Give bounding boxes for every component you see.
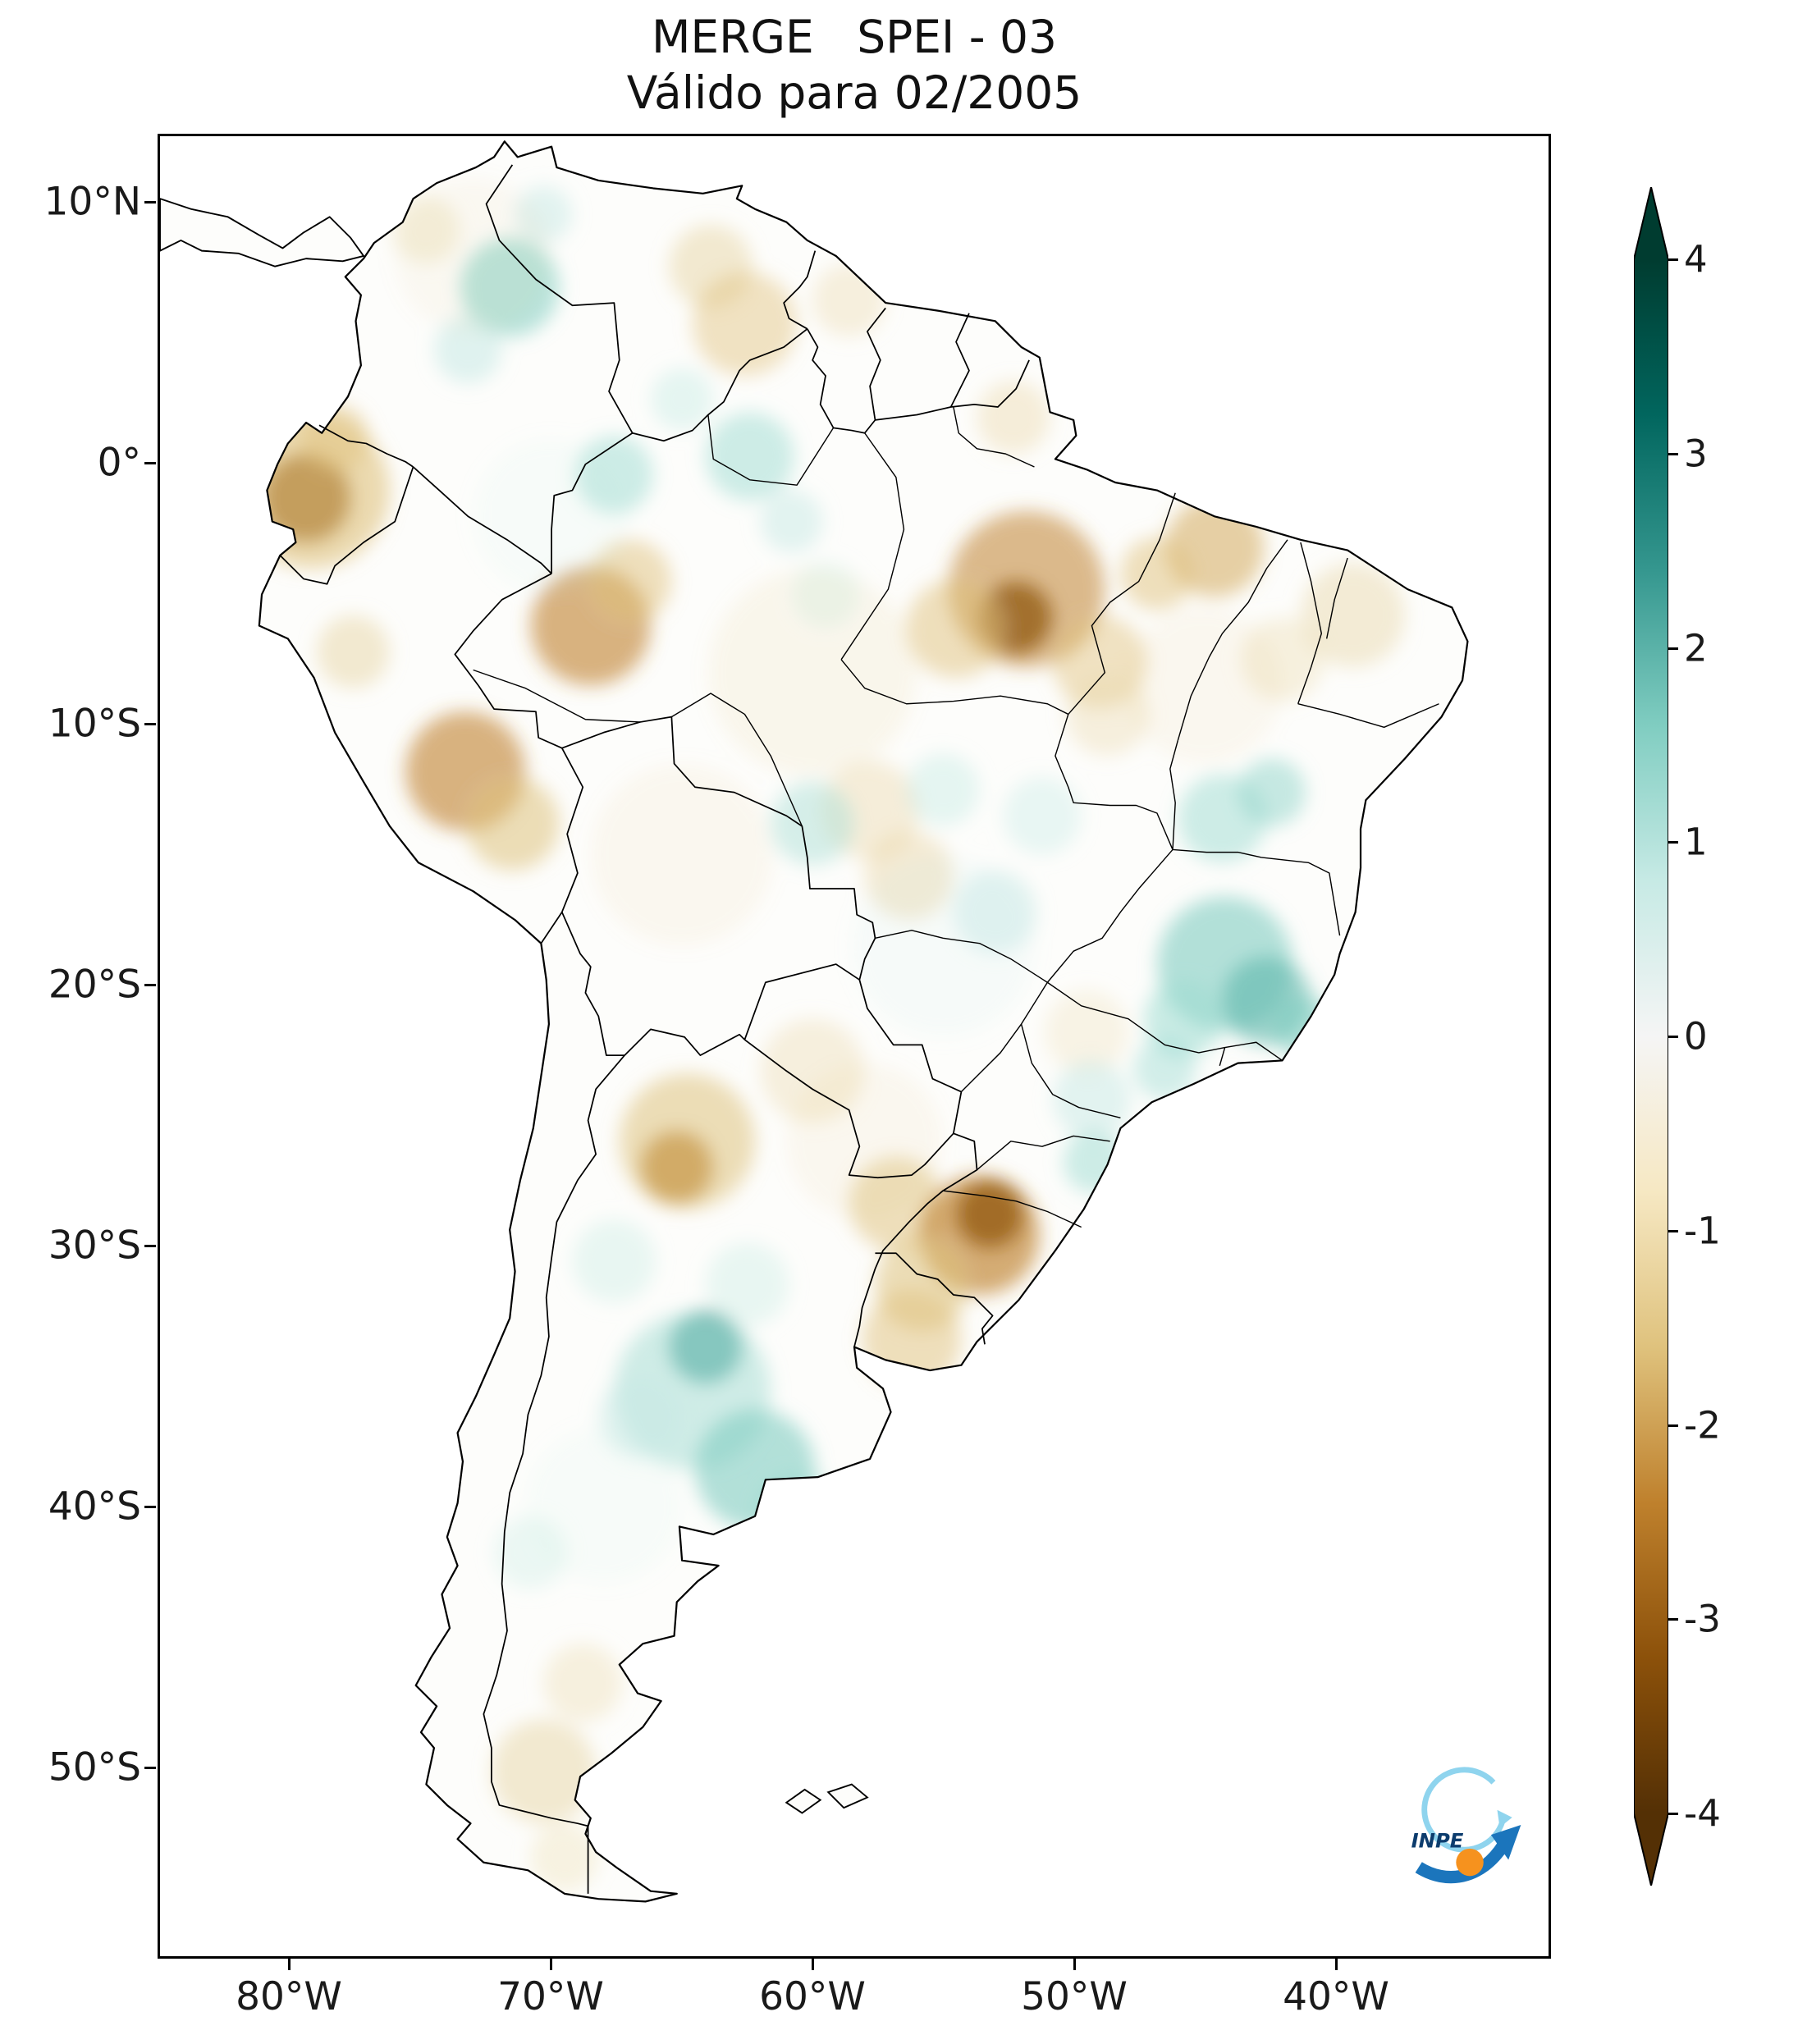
inpe-logo-text: INPE xyxy=(1411,1828,1464,1852)
spei-anomaly-blob xyxy=(1300,563,1406,668)
logo-swirl-arrowhead-icon xyxy=(1497,1809,1512,1828)
x-tick-mark xyxy=(1334,1959,1338,1970)
colorbar-tick-mark xyxy=(1668,258,1678,261)
x-tick-mark xyxy=(811,1959,814,1970)
spei-anomaly-blob xyxy=(862,1289,962,1389)
colorbar-tick-label: 3 xyxy=(1684,432,1708,476)
spei-anomaly-blob xyxy=(1045,990,1128,1074)
spei-anomaly-blob xyxy=(755,1471,839,1556)
spei-anomaly-blob xyxy=(543,1644,622,1722)
colorbar-tick-label: 4 xyxy=(1684,237,1708,281)
x-tick-label: 40°W xyxy=(1283,1974,1389,2019)
x-tick-mark xyxy=(549,1959,552,1970)
spei-anomaly-blob xyxy=(692,272,798,376)
spei-anomaly-blob xyxy=(1052,1060,1132,1139)
spei-anomaly-blob xyxy=(525,1427,683,1584)
spei-anomaly-blob xyxy=(906,578,1006,679)
logo-arrow-icon xyxy=(1415,1841,1509,1884)
colorbar-tick-mark xyxy=(1668,1035,1678,1038)
map-plot-area: INPE xyxy=(158,134,1551,1959)
falkland-islands xyxy=(785,1783,869,1814)
spei-anomaly-blob xyxy=(640,1131,714,1204)
panama-coast xyxy=(160,198,365,268)
country-borders xyxy=(279,164,1030,1894)
y-tick-label: 20°S xyxy=(48,962,141,1008)
logo-orange-ball-icon xyxy=(1456,1848,1484,1877)
y-tick-mark xyxy=(144,200,156,203)
figure-title: MERGE SPEI - 03 xyxy=(651,11,1058,63)
y-tick-mark xyxy=(144,1505,156,1508)
x-tick-mark xyxy=(1073,1959,1076,1970)
y-tick-label: 30°S xyxy=(48,1223,141,1269)
y-tick-label: 40°S xyxy=(48,1484,141,1530)
spei-anomaly-blob xyxy=(650,368,714,431)
colorbar-tick-mark xyxy=(1668,1617,1678,1621)
inpe-logo: INPE xyxy=(1411,1767,1521,1884)
y-tick-mark xyxy=(144,983,156,986)
spei-anomaly-blob xyxy=(1125,607,1283,764)
spei-anomaly-blob xyxy=(705,1242,789,1327)
colorbar-tick-mark xyxy=(1668,1424,1678,1427)
logo-arrowhead-icon xyxy=(1490,1825,1521,1860)
y-tick-mark xyxy=(144,1766,156,1769)
spei-anomaly-blob xyxy=(705,412,794,501)
x-tick-label: 50°W xyxy=(1021,1974,1128,2019)
spei-anomaly-blob xyxy=(694,1409,816,1530)
spei-anomaly-blob xyxy=(395,177,552,335)
x-tick-mark xyxy=(287,1959,291,1970)
spei-anomaly-blob xyxy=(906,753,980,826)
colorbar-tick-label: -3 xyxy=(1684,1597,1721,1641)
colorbar-tick-label: -2 xyxy=(1684,1403,1721,1447)
spei-anomaly-blob xyxy=(316,615,390,688)
spei-anomaly-blob xyxy=(771,781,854,866)
spei-anomaly-blob xyxy=(977,381,1050,455)
coastline-outline xyxy=(258,140,1469,1903)
spei-anomaly-blob xyxy=(530,1823,599,1891)
spei-anomaly-blob xyxy=(1133,1036,1196,1100)
spei-anomaly-blob xyxy=(1238,758,1306,826)
south-america-map xyxy=(160,140,1469,1903)
spei-anomaly-blob xyxy=(851,854,1035,1037)
colorbar-tick-label: 0 xyxy=(1684,1014,1708,1059)
spei-field-layer xyxy=(258,177,1406,1891)
state-borders xyxy=(473,406,1439,1228)
spei-anomaly-blob xyxy=(1003,776,1082,855)
y-tick-mark xyxy=(144,1244,156,1247)
y-tick-label: 50°S xyxy=(48,1744,141,1790)
spei-anomaly-blob xyxy=(491,1719,597,1824)
x-tick-label: 70°W xyxy=(497,1974,604,2019)
y-tick-label: 10°S xyxy=(48,701,141,747)
colorbar-tick-mark xyxy=(1668,452,1678,455)
colorbar-tick-mark xyxy=(1668,841,1678,844)
y-tick-label: 10°N xyxy=(43,179,141,225)
colorbar-tick-mark xyxy=(1668,1812,1678,1815)
spei-anomaly-blob xyxy=(760,490,823,553)
colorbar-tick-label: 1 xyxy=(1684,820,1708,864)
spei-anomaly-blob xyxy=(572,1219,657,1303)
colorbar-tick-label: 2 xyxy=(1684,626,1708,670)
colorbar-tick-mark xyxy=(1668,1229,1678,1232)
logo-swirl-icon xyxy=(1421,1767,1507,1853)
spei-anomaly-blob xyxy=(707,568,917,777)
colorbar-tick-mark xyxy=(1668,647,1678,650)
spei-anomaly-blob xyxy=(812,263,886,337)
spei-anomaly-blob xyxy=(473,438,630,595)
colorbar-body xyxy=(1634,187,1668,1886)
figure-subtitle: Válido para 02/2005 xyxy=(626,66,1082,119)
y-tick-label: 0° xyxy=(97,440,141,486)
colorbar-tick-label: -4 xyxy=(1684,1791,1721,1836)
spei-anomaly-blob xyxy=(590,763,774,946)
spei-anomaly-blob xyxy=(465,776,560,871)
colorbar-tick-label: -1 xyxy=(1684,1209,1721,1253)
x-tick-label: 60°W xyxy=(759,1974,866,2019)
y-tick-mark xyxy=(144,461,156,464)
x-tick-label: 80°W xyxy=(236,1974,342,2019)
spei-anomaly-blob xyxy=(1120,537,1194,610)
y-tick-mark xyxy=(144,722,156,725)
spei-anomaly-blob xyxy=(786,1063,944,1220)
spei-anomaly-blob xyxy=(956,1180,1024,1248)
colorbar xyxy=(1634,187,1668,1886)
